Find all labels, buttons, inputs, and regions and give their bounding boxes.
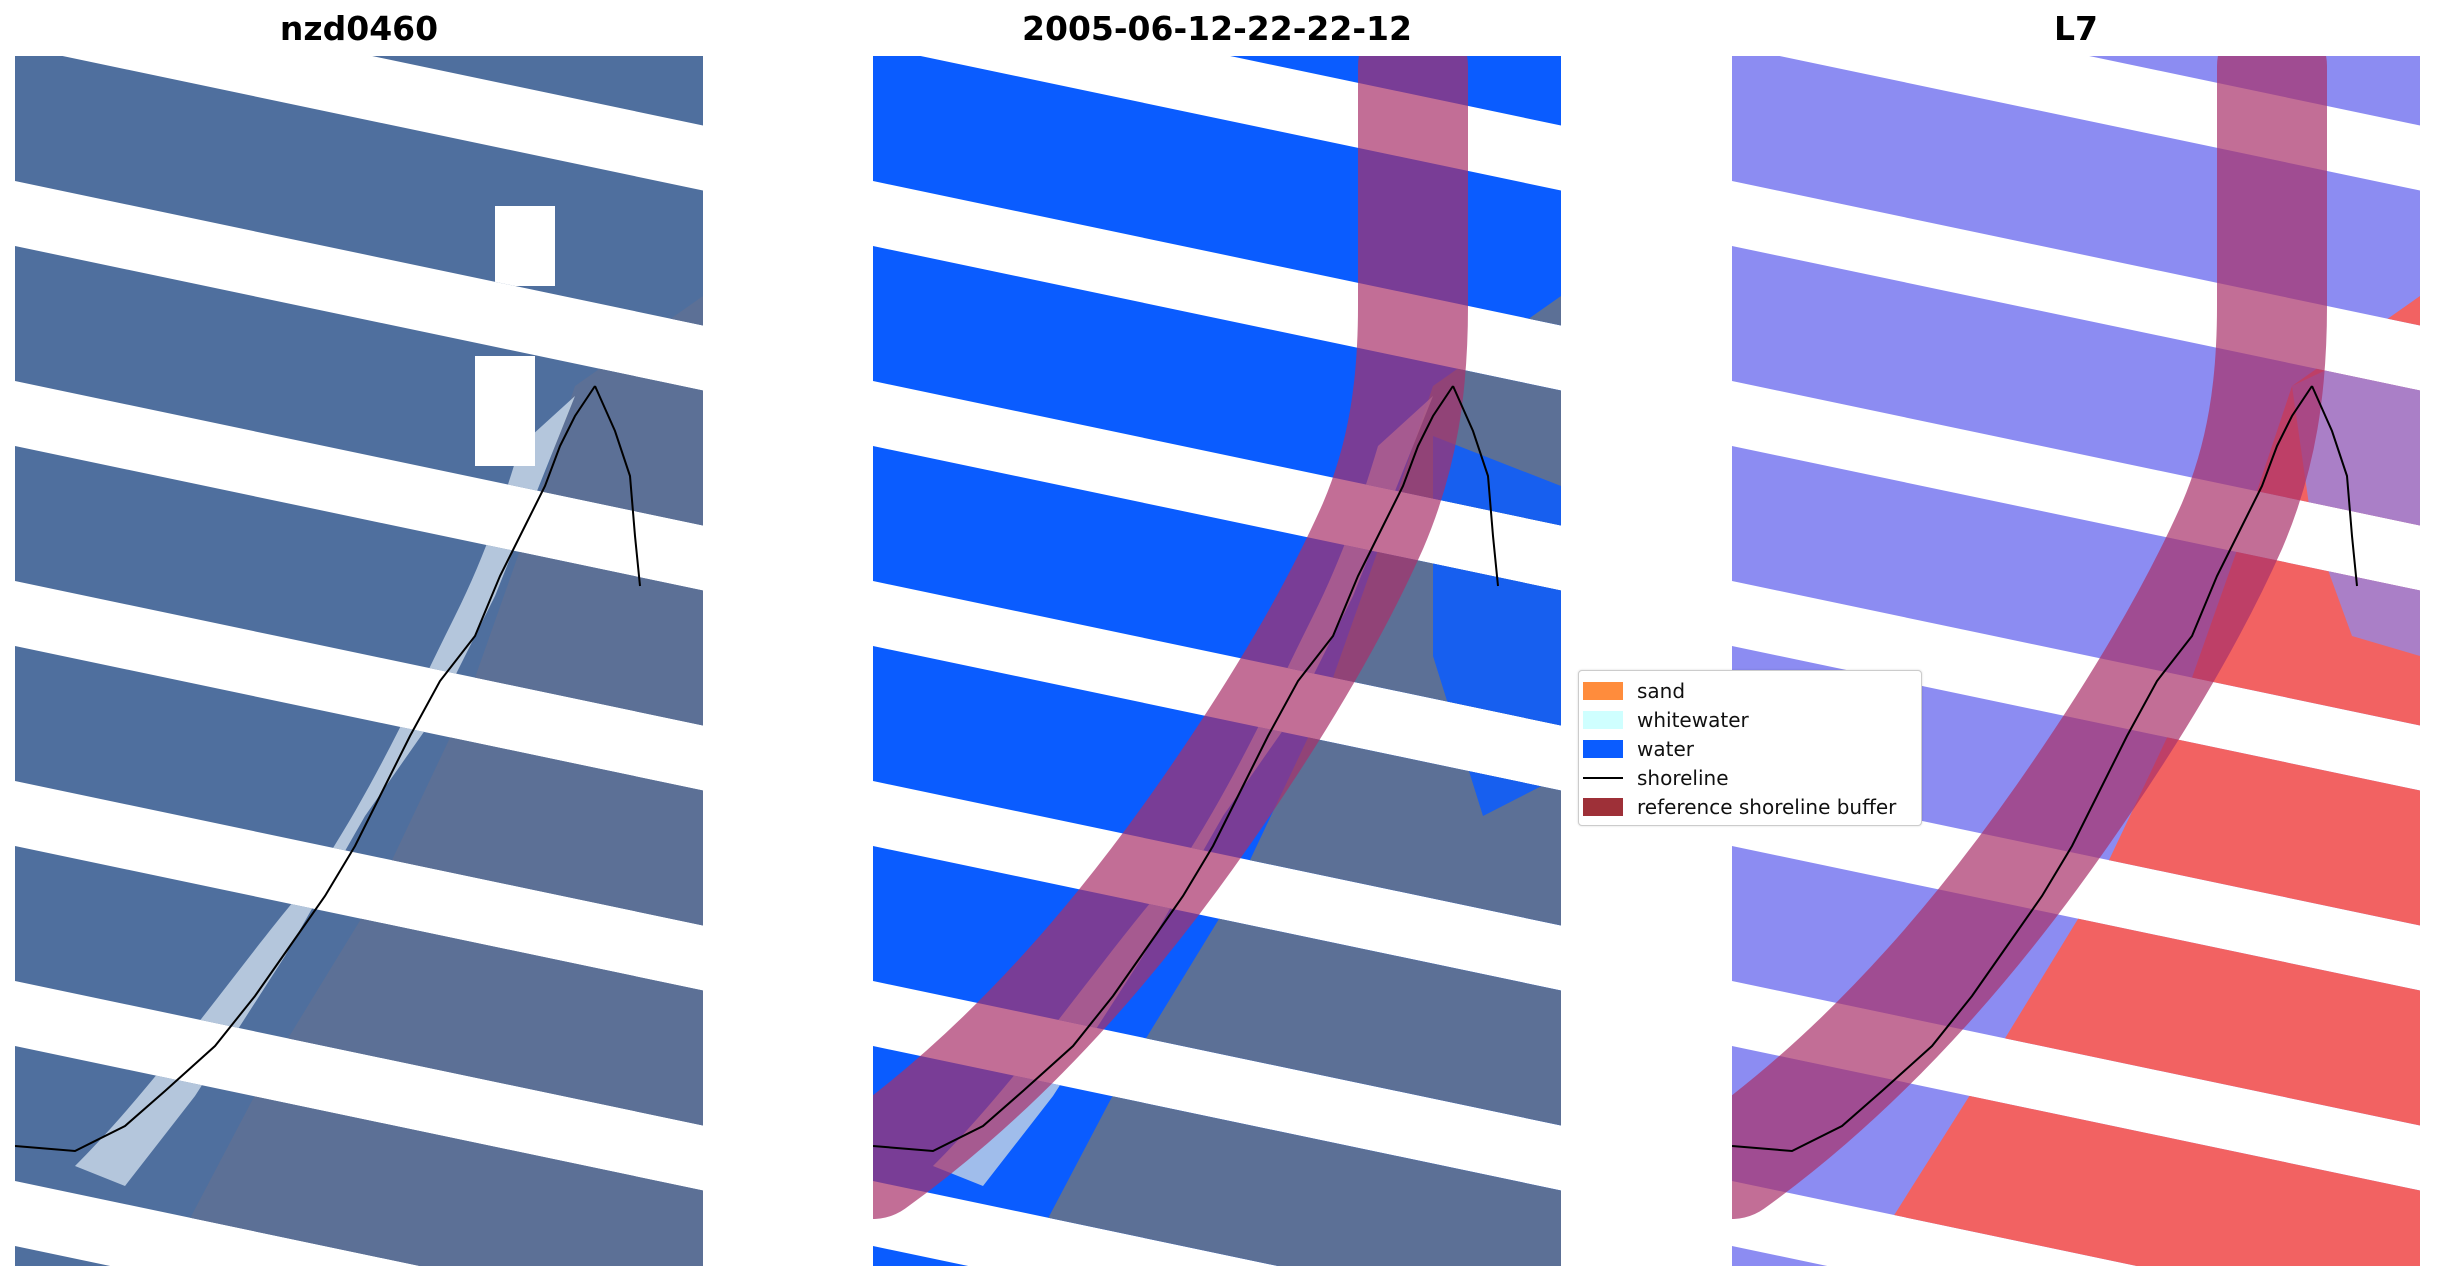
legend-item: water: [1579, 735, 1694, 763]
shoreline-line: [1732, 385, 2313, 1153]
shoreline-line: [15, 385, 596, 1153]
surf-zone: [75, 396, 575, 1186]
index-panel: [1732, 56, 2420, 1266]
panel-title-classification: 2005-06-12-22-22-12: [1022, 9, 1412, 48]
rgb-image: [15, 56, 703, 1266]
legend-item: sand: [1579, 677, 1685, 705]
cloud-patch: [475, 356, 535, 466]
shoreline-line: [873, 385, 1454, 1153]
legend-color-swatch: [1583, 711, 1623, 729]
reference-buffer: [873, 56, 1468, 1219]
shoreline-line: [1452, 385, 1499, 587]
water-patch: [1433, 436, 1561, 816]
legend-line-swatch: [1583, 777, 1623, 779]
rgb-image-panel: [15, 56, 703, 1266]
shoreline-line: [2311, 385, 2358, 587]
legend-label: water: [1637, 737, 1694, 761]
shoreline-line: [594, 385, 641, 587]
legend-color-swatch: [1583, 682, 1623, 700]
index-image: [1732, 56, 2420, 1266]
rgb-scene: [15, 56, 703, 1266]
classification-panel: [873, 56, 1561, 1266]
legend-color-swatch: [1583, 798, 1623, 816]
legend-item: shoreline: [1579, 764, 1729, 792]
panel-title-rgb: nzd0460: [279, 9, 439, 48]
legend-item: whitewater: [1579, 706, 1749, 734]
legend-label: reference shoreline buffer: [1637, 795, 1897, 819]
legend: sand whitewater water shoreline reference sh…: [1578, 670, 1922, 826]
panel-title-index: L7: [2054, 9, 2098, 48]
classification-image: [873, 56, 1561, 1266]
legend-color-swatch: [1583, 740, 1623, 758]
cloud-patch: [495, 206, 555, 286]
legend-label: whitewater: [1637, 708, 1749, 732]
legend-item: reference shoreline buffer: [1579, 793, 1896, 821]
legend-label: shoreline: [1637, 766, 1729, 790]
reference-buffer: [1732, 56, 2327, 1219]
legend-label: sand: [1637, 679, 1686, 703]
